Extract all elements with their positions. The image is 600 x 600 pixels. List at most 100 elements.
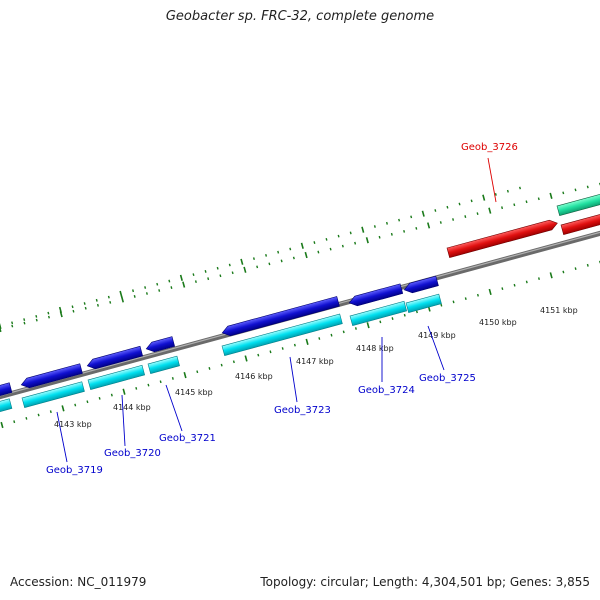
inner-tick	[354, 327, 357, 330]
cds-arrow-highlight	[446, 219, 558, 259]
outer-tick	[95, 298, 98, 302]
kbp-label: 4143 kbp	[54, 420, 92, 429]
outer-tick	[300, 242, 304, 249]
outer-tick	[58, 306, 63, 314]
outer-tick	[256, 265, 259, 269]
inner-tick	[74, 403, 77, 407]
cds-arrow-highlight-2	[560, 211, 600, 236]
cds-arrow-neg-4-shape	[221, 296, 340, 337]
outer-tick	[427, 222, 431, 229]
outer-tick	[120, 296, 125, 303]
outer-tick	[494, 193, 497, 196]
inner-tick	[110, 393, 113, 397]
outer-tick	[446, 205, 449, 209]
outer-tick	[574, 188, 577, 192]
cds-box-pos-3	[147, 355, 180, 375]
gene-label: Geob_3725	[419, 373, 476, 384]
leader-line	[165, 384, 183, 432]
outer-tick	[207, 277, 210, 281]
outer-tick	[280, 259, 283, 263]
outer-tick	[47, 311, 50, 315]
gene-group	[0, 192, 600, 415]
outer-tick	[325, 237, 328, 241]
outer-tick	[292, 256, 295, 260]
outer-tick	[421, 210, 425, 217]
cds-box-pos-0-shape	[0, 398, 13, 415]
cds-box-pos-6-shape	[405, 293, 442, 314]
outer-tick	[341, 244, 344, 248]
accession-text: Accession: NC_011979	[10, 575, 147, 589]
cds-arrow-neg-0	[0, 382, 13, 397]
outer-tick	[109, 300, 112, 304]
outer-tick	[216, 266, 219, 270]
outer-tick	[0, 322, 2, 330]
map-title: Geobacter sp. FRC-32, complete genome	[165, 9, 435, 24]
outer-tick	[349, 231, 352, 235]
inner-tick	[220, 363, 223, 367]
outer-tick	[228, 263, 231, 267]
leader-line-group	[56, 157, 497, 463]
outer-tick	[525, 200, 528, 204]
cds-box-pos-2-shape	[87, 364, 146, 391]
kbp-label: 4150 kbp	[479, 318, 517, 327]
inner-tick	[464, 297, 467, 300]
outer-tick	[398, 218, 401, 222]
outer-tick	[488, 207, 492, 214]
outer-tick	[35, 314, 38, 318]
kbp-label: 4145 kbp	[175, 388, 213, 397]
cds-arrow-neg-5	[348, 283, 404, 307]
cds-arrow-neg-4	[221, 296, 340, 337]
inner-tick	[293, 343, 296, 347]
inner-tick	[135, 387, 138, 390]
outer-tick	[144, 286, 147, 289]
outer-tick	[252, 257, 255, 260]
outer-tick	[194, 280, 197, 284]
inner-tick	[574, 267, 577, 271]
inner-tick	[98, 396, 101, 400]
outer-tick	[562, 191, 565, 195]
cds-arrow-highlight-2-shape	[560, 211, 600, 236]
cds-box-pos-1	[21, 381, 85, 409]
leader-line	[56, 411, 68, 463]
outer-tick	[0, 325, 2, 333]
inner-tick	[37, 413, 40, 417]
outer-tick	[71, 305, 74, 309]
cds-arrow-neg-3-shape	[145, 336, 176, 353]
outer-tick	[11, 321, 14, 325]
outer-tick	[23, 321, 26, 325]
inner-tick	[49, 410, 52, 414]
outer-tick	[168, 279, 171, 283]
outer-tick	[434, 209, 437, 212]
outer-tick	[476, 212, 479, 215]
outer-tick	[277, 250, 280, 254]
kbp-label: 4144 kbp	[113, 403, 151, 412]
cds-box-pos-6	[405, 293, 442, 314]
inner-tick	[391, 317, 394, 320]
inner-tick	[196, 370, 199, 374]
inner-tick	[86, 400, 89, 404]
outer-tick	[231, 271, 234, 275]
outer-tick	[506, 189, 509, 193]
leader-line	[487, 157, 497, 203]
outer-tick	[361, 226, 365, 233]
outer-tick	[390, 232, 393, 236]
outer-tick	[265, 254, 268, 257]
cds-arrow-highlight-shape	[446, 219, 558, 259]
cds-arrow-neg-5-shape	[348, 283, 404, 307]
inner-tick	[208, 367, 211, 370]
cds-box-pos-0	[0, 398, 13, 415]
outer-tick	[464, 215, 467, 218]
cds-box-pos-2	[87, 364, 146, 391]
outer-tick	[84, 306, 87, 310]
outer-tick	[170, 286, 173, 289]
outer-tick	[83, 302, 86, 305]
outer-tick	[243, 266, 247, 273]
cds-box-pos-5	[349, 300, 408, 327]
inner-tick	[379, 320, 382, 324]
inner-tick	[305, 338, 309, 345]
cds-arrow-neg-3	[145, 336, 176, 353]
inner-tick	[330, 333, 333, 337]
outer-tick	[240, 258, 244, 265]
cds-arrow-neg-1	[20, 363, 83, 389]
inner-tick	[25, 416, 28, 420]
